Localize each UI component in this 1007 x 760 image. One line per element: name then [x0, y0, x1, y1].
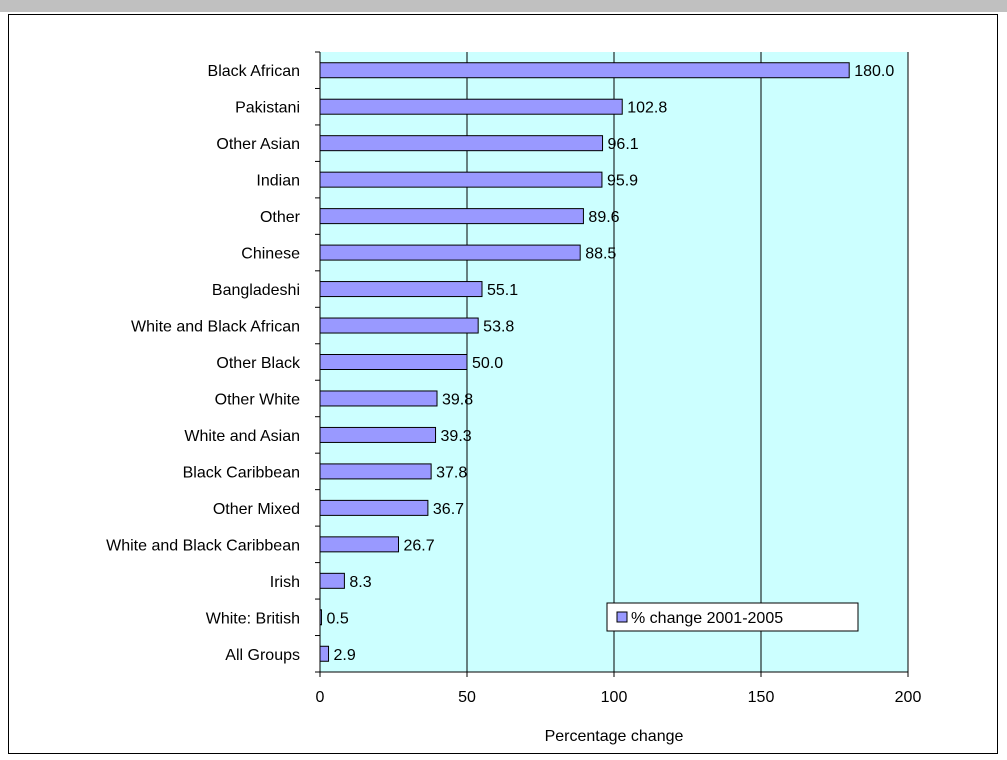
- gridlines: [466, 52, 909, 672]
- data-label-7: 53.8: [483, 319, 514, 336]
- category-label-14: Irish: [270, 574, 300, 591]
- bar-2: [319, 135, 604, 152]
- data-label-9: 39.8: [442, 391, 473, 408]
- window-top-strip: [0, 0, 1007, 12]
- data-labels: 180.0 102.8 96.1 95.9 89.6 88.5 55.1 53.8 50.0 39…: [326, 63, 894, 664]
- category-labels: Black African Pakistani Other Asian Indian O…: [106, 63, 301, 664]
- category-label-15: White: British: [206, 610, 300, 627]
- x-tick-label-0: 0: [316, 689, 325, 706]
- axes: [315, 51, 909, 677]
- data-label-16: 2.9: [334, 647, 356, 664]
- category-label-1: Pakistani: [235, 100, 300, 117]
- legend: % change 2001-2005: [606, 602, 859, 632]
- data-label-10: 39.3: [441, 428, 472, 445]
- bar-7: [319, 317, 479, 334]
- x-tick-labels: 0 50 100 150 200: [316, 689, 922, 706]
- data-label-12: 36.7: [433, 501, 464, 518]
- data-label-5: 88.5: [585, 246, 616, 263]
- category-label-3: Indian: [256, 173, 300, 190]
- bar-16: [319, 645, 330, 662]
- bar-4: [319, 208, 584, 225]
- category-label-9: Other White: [215, 391, 300, 408]
- data-label-4: 89.6: [588, 209, 619, 226]
- bar-14: [319, 572, 345, 589]
- category-label-13: White and Black Caribbean: [106, 537, 300, 554]
- data-label-13: 26.7: [403, 537, 434, 554]
- data-label-6: 55.1: [487, 282, 518, 299]
- bar-6: [319, 281, 483, 298]
- category-label-8: Other Black: [216, 355, 301, 372]
- bar-11: [319, 463, 432, 480]
- category-label-2: Other Asian: [216, 136, 300, 153]
- category-label-11: Black Caribbean: [183, 464, 300, 481]
- legend-swatch: [616, 611, 628, 623]
- bar-13: [319, 536, 399, 553]
- category-label-0: Black African: [208, 63, 300, 80]
- bar-8: [319, 354, 468, 370]
- data-label-2: 96.1: [608, 136, 639, 153]
- bar-9: [319, 390, 438, 407]
- x-tick-label-50: 50: [458, 689, 476, 706]
- x-tick-label-200: 200: [895, 689, 922, 706]
- x-axis-label: Percentage change: [545, 728, 684, 745]
- legend-box: [606, 602, 859, 632]
- bar-12: [319, 499, 429, 516]
- data-label-14: 8.3: [349, 574, 371, 591]
- category-label-5: Chinese: [241, 246, 300, 263]
- category-label-6: Bangladeshi: [212, 282, 300, 299]
- bars: [319, 62, 850, 662]
- data-label-1: 102.8: [627, 100, 667, 117]
- category-label-7: White and Black African: [131, 319, 300, 336]
- bar-0: [319, 62, 850, 79]
- category-label-10: White and Asian: [184, 428, 300, 445]
- bar-10: [319, 426, 437, 443]
- category-label-12: Other Mixed: [213, 501, 300, 518]
- x-tick-label-100: 100: [601, 689, 628, 706]
- data-label-8: 50.0: [472, 355, 503, 372]
- legend-label: % change 2001-2005: [631, 610, 783, 627]
- data-label-3: 95.9: [607, 173, 638, 190]
- data-label-15: 0.5: [326, 610, 348, 627]
- bar-3: [319, 171, 603, 188]
- bar-5: [319, 244, 581, 261]
- bar-1: [319, 98, 623, 115]
- category-label-16: All Groups: [225, 647, 300, 664]
- x-tick-label-150: 150: [748, 689, 775, 706]
- category-label-4: Other: [260, 209, 301, 226]
- data-label-0: 180.0: [854, 63, 894, 80]
- data-label-11: 37.8: [436, 464, 467, 481]
